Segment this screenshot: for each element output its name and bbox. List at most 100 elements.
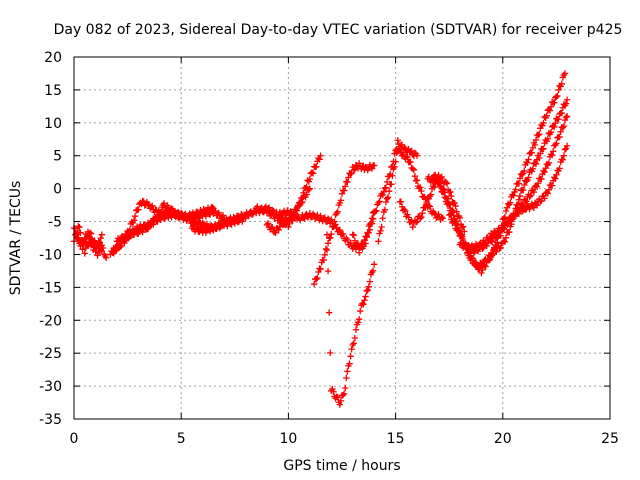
data-point (344, 178, 351, 186)
data-point (280, 220, 288, 227)
data-point (432, 171, 439, 179)
data-point (478, 243, 485, 251)
data-point (206, 228, 214, 235)
y-tick-label: -15 (39, 280, 62, 296)
data-point (254, 203, 261, 210)
data-point (536, 130, 543, 138)
data-point (552, 119, 559, 127)
data-point (556, 165, 563, 172)
data-point (362, 293, 369, 300)
data-point (508, 216, 515, 224)
data-point (350, 166, 357, 174)
data-point (261, 205, 269, 213)
data-point (135, 206, 142, 213)
data-point (366, 278, 374, 285)
data-point (301, 215, 308, 222)
data-point (372, 208, 379, 215)
data-point (102, 254, 110, 261)
data-point (482, 239, 489, 246)
data-point (527, 192, 534, 199)
data-point (515, 210, 523, 217)
data-point (117, 242, 125, 250)
data-point (540, 145, 547, 152)
data-series-12 (323, 231, 378, 408)
data-point (501, 238, 509, 246)
x-tick-label: 25 (601, 431, 619, 447)
data-point (340, 390, 348, 397)
data-series-10 (263, 185, 314, 237)
data-point (422, 204, 429, 211)
data-point (336, 401, 344, 408)
data-point (461, 228, 468, 235)
data-point (451, 200, 458, 207)
data-point (369, 215, 377, 223)
x-tick-label: 20 (494, 431, 512, 447)
data-point (454, 225, 461, 232)
data-point (468, 242, 475, 249)
data-point (376, 198, 383, 205)
data-point (558, 80, 565, 87)
data-point (348, 346, 355, 353)
data-point (306, 210, 314, 217)
data-point (482, 263, 489, 270)
data-point (555, 115, 562, 123)
data-point (457, 231, 465, 239)
data-point (447, 188, 454, 196)
data-point (288, 214, 295, 222)
data-point (264, 220, 272, 227)
data-point (199, 219, 206, 227)
data-point (417, 184, 424, 191)
data-point (334, 394, 341, 401)
data-point (321, 214, 329, 221)
data-point (210, 227, 217, 234)
data-point (289, 213, 296, 221)
data-point (396, 145, 404, 153)
data-point (560, 122, 568, 130)
data-point (206, 208, 214, 215)
y-tick-label: -5 (48, 215, 62, 231)
data-point (355, 249, 363, 256)
data-point (373, 207, 380, 214)
data-point (333, 210, 340, 217)
data-point (562, 114, 570, 121)
data-point (544, 135, 552, 142)
data-point (306, 175, 314, 183)
data-point (178, 210, 185, 217)
data-point (131, 212, 139, 220)
data-point (403, 153, 410, 160)
data-point (347, 353, 354, 360)
data-point (389, 172, 396, 179)
data-point (160, 215, 168, 223)
data-point (440, 185, 448, 193)
data-point (532, 160, 540, 168)
data-point (516, 192, 524, 200)
data-point (456, 214, 464, 222)
data-point (369, 267, 377, 274)
data-series-3 (72, 228, 106, 255)
data-point (561, 146, 569, 153)
data-point (563, 113, 571, 120)
data-point (350, 340, 357, 347)
data-point (116, 238, 124, 245)
data-point (165, 214, 172, 222)
data-point (364, 287, 371, 294)
data-point (442, 179, 450, 186)
data-point (553, 171, 560, 179)
data-point (450, 208, 457, 216)
data-point (523, 198, 530, 205)
data-point (526, 193, 533, 200)
data-point (330, 388, 337, 395)
data-point (317, 265, 324, 273)
data-point (347, 170, 354, 178)
data-point (425, 173, 433, 181)
data-point (558, 109, 565, 117)
data-point (528, 149, 535, 156)
data-point (191, 212, 199, 219)
data-point (196, 218, 203, 226)
data-point (532, 201, 540, 208)
data-point (492, 235, 499, 242)
data-point (537, 198, 544, 205)
data-point (370, 162, 378, 169)
data-point (350, 231, 357, 239)
data-point (525, 174, 532, 181)
